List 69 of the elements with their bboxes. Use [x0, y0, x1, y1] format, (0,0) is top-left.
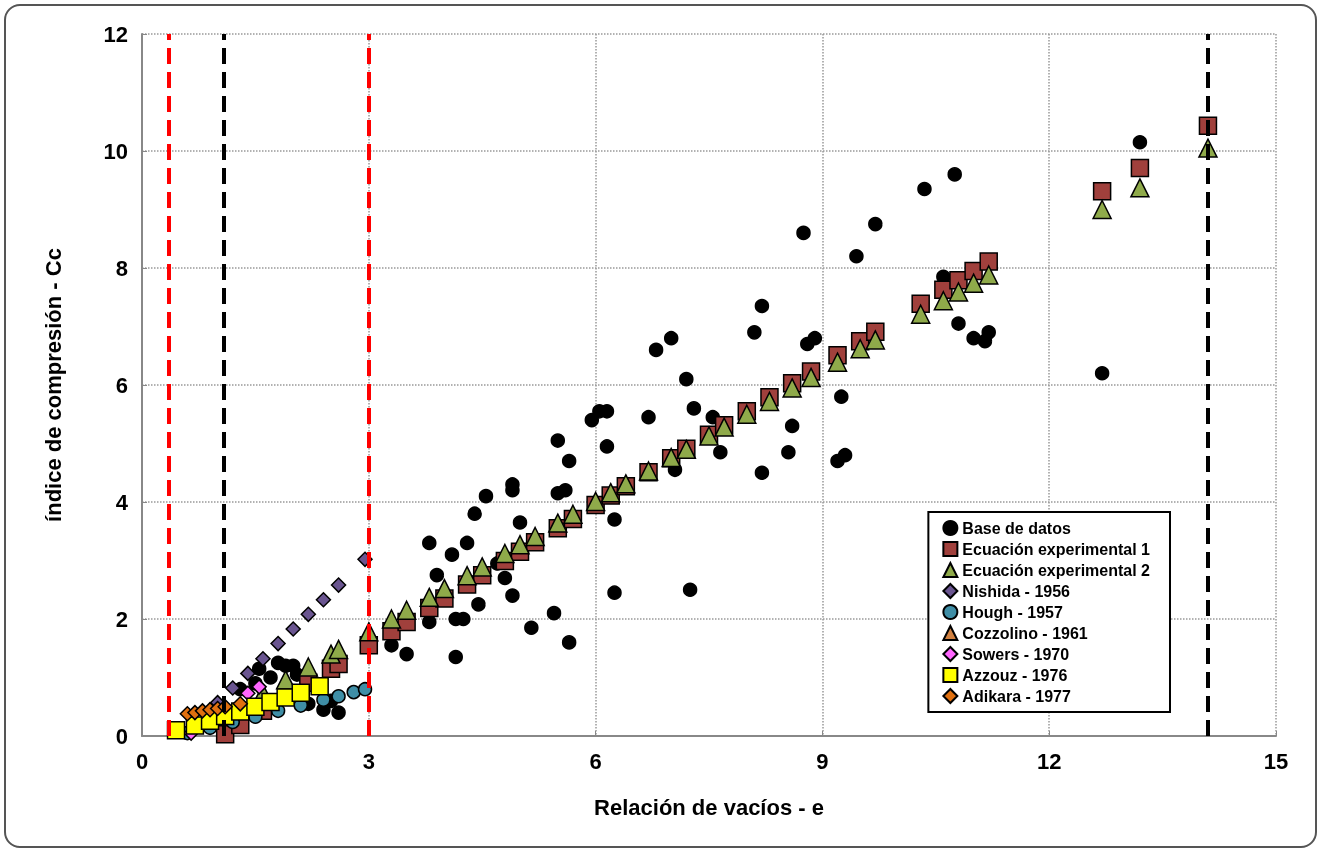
point	[1092, 182, 1112, 201]
point	[224, 680, 241, 696]
y-tick-label: 12	[103, 21, 128, 47]
point	[978, 265, 999, 285]
point	[495, 543, 515, 564]
point	[396, 600, 417, 620]
point	[827, 352, 848, 372]
x-axis-title: Relación de vacíos - e	[594, 794, 824, 820]
y-tick-label: 10	[103, 138, 128, 164]
legend-label: Ecuación experimental 1	[962, 540, 1151, 558]
point	[1092, 199, 1112, 220]
point	[510, 534, 530, 555]
point	[285, 621, 301, 637]
point	[563, 504, 583, 525]
legend-label: Cozzolino - 1961	[962, 624, 1088, 642]
y-axis-title: índice de compresión - Cc	[40, 248, 66, 522]
legend-label: Ecuación experimental 2	[962, 561, 1151, 579]
legend-label: Sowers - 1970	[962, 645, 1070, 663]
x-tick-label: 6	[589, 748, 602, 774]
point	[963, 273, 984, 293]
point	[1130, 158, 1150, 178]
point	[457, 565, 477, 586]
point	[759, 391, 780, 412]
point	[330, 577, 347, 593]
point	[276, 688, 295, 707]
legend-label: Azzouz - 1976	[962, 666, 1068, 684]
y-tick-label: 4	[115, 489, 129, 515]
point	[850, 338, 870, 359]
point	[328, 639, 349, 660]
point	[865, 330, 886, 350]
point	[331, 688, 346, 704]
legend-label: Base de datos	[962, 519, 1071, 537]
point	[270, 635, 286, 652]
x-tick-label: 0	[135, 748, 149, 774]
y-tick-label: 6	[115, 372, 128, 398]
x-tick-label: 15	[1263, 748, 1289, 774]
point	[948, 282, 969, 302]
point	[782, 378, 802, 398]
legend-label: Adikara - 1977	[962, 687, 1071, 705]
point	[346, 684, 361, 700]
point	[232, 696, 249, 712]
point	[315, 591, 332, 608]
point	[419, 587, 440, 608]
legend-label: Hough - 1957	[962, 603, 1063, 621]
legend-label: Nishida - 1956	[962, 582, 1071, 600]
point	[979, 252, 998, 271]
x-tick-label: 12	[1036, 748, 1062, 774]
point	[472, 557, 492, 577]
point	[1130, 178, 1150, 198]
point	[548, 513, 568, 533]
point	[910, 304, 931, 324]
y-tick-label: 8	[115, 255, 128, 281]
x-tick-label: 3	[362, 748, 375, 774]
point	[240, 685, 256, 702]
point	[251, 679, 267, 695]
point	[801, 367, 821, 388]
point	[381, 609, 402, 629]
x-tick-label: 9	[816, 748, 829, 774]
point	[310, 677, 329, 696]
y-tick-label: 2	[115, 606, 128, 632]
point	[298, 657, 319, 677]
point	[525, 526, 545, 547]
point	[255, 651, 271, 667]
point	[291, 683, 311, 702]
point	[300, 606, 317, 623]
y-tick-label: 0	[115, 723, 128, 749]
point	[933, 291, 954, 311]
point	[240, 665, 256, 682]
point	[434, 578, 455, 599]
